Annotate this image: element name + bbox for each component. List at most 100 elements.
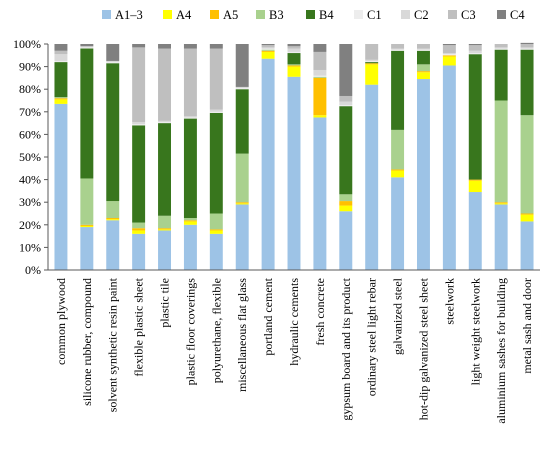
bar-segment-a4 xyxy=(132,230,146,234)
bar-segment-a4 xyxy=(235,203,249,205)
bar-segment-a1-3 xyxy=(235,204,249,270)
bar-segment-c3 xyxy=(520,44,534,48)
bar-segment-a4 xyxy=(158,229,171,231)
bar-segment-b4 xyxy=(54,62,68,98)
y-tick-label: 30% xyxy=(19,195,41,209)
bar-segment-b4 xyxy=(391,50,405,130)
bar-segment-b3 xyxy=(339,194,353,202)
bar-segment-a1-3 xyxy=(261,58,275,270)
bar-segment-b3 xyxy=(287,64,301,66)
bar-segment-c1 xyxy=(313,75,327,77)
bar-segment-c3 xyxy=(468,45,482,51)
bar-segment-c4 xyxy=(313,44,327,52)
y-tick-label: 80% xyxy=(19,82,41,96)
y-tick-label: 70% xyxy=(19,105,41,119)
bar-segment-b4 xyxy=(287,53,301,65)
bar-segment-a5 xyxy=(287,65,301,67)
x-category-label: galvanized steel xyxy=(391,277,405,355)
bar-segment-a5 xyxy=(80,224,94,226)
bar-segment-a1-3 xyxy=(442,65,456,270)
bar-segment-c1 xyxy=(158,121,171,124)
bar-segment-b4 xyxy=(209,112,223,214)
y-tick-label: 50% xyxy=(19,150,41,164)
bar-segment-c2 xyxy=(132,121,146,125)
bar-segment-b4 xyxy=(365,62,379,64)
y-tick-label: 40% xyxy=(19,173,41,187)
bar-segment-c4 xyxy=(520,42,534,44)
bar-segment-c4 xyxy=(287,44,301,47)
bar-segment-b3 xyxy=(235,153,249,203)
x-category-label: hydraulic cements xyxy=(287,278,301,366)
x-category-label: polyurethane, flexible xyxy=(209,278,223,383)
bar-segment-b4 xyxy=(158,123,171,216)
legend-label: C2 xyxy=(414,8,429,22)
bars xyxy=(54,42,534,271)
bar-segment-b4 xyxy=(80,48,94,179)
bar-segment-c3 xyxy=(365,44,379,60)
x-category-label: plastic tile xyxy=(158,278,172,328)
bar-segment-a1-3 xyxy=(183,224,197,270)
bar-segment-a1-3 xyxy=(494,204,508,270)
bar-segment-a4 xyxy=(106,219,120,221)
bar-segment-a5 xyxy=(313,77,327,116)
bar-segment-c4 xyxy=(80,44,94,47)
x-category-label: miscellaneous flat glass xyxy=(235,278,249,392)
bar-segment-c1 xyxy=(442,54,456,56)
bar-segment-c2 xyxy=(313,69,327,76)
bar-segment-c2 xyxy=(183,116,197,118)
bar-segment-c1 xyxy=(468,53,482,55)
x-category-label: steelwork xyxy=(442,278,456,325)
x-category-label: flexible plastic sheet xyxy=(132,277,146,376)
bar-segment-b3 xyxy=(391,129,405,170)
bar-segment-b4 xyxy=(106,63,120,202)
legend-swatch-c1 xyxy=(354,10,363,19)
bar-segment-a4 xyxy=(183,221,197,225)
bar-segment-c3 xyxy=(442,45,456,54)
bar-segment-a4 xyxy=(287,66,301,77)
bar-segment-a4 xyxy=(365,64,379,85)
bar-segment-c3 xyxy=(158,48,171,121)
x-category-label: ordinary steel light rebar xyxy=(365,278,379,396)
bar-segment-c1 xyxy=(520,48,534,50)
y-tick-label: 20% xyxy=(19,218,41,232)
legend-label: C1 xyxy=(367,8,382,22)
bar-segment-c4 xyxy=(261,44,275,46)
bar-segment-b3 xyxy=(158,215,171,229)
bar-segment-b3 xyxy=(183,218,197,221)
bar-segment-c1 xyxy=(80,47,94,49)
bar-segment-b3 xyxy=(520,115,534,214)
x-category-label: silicone rubber, compound xyxy=(80,278,94,406)
bar-segment-a5 xyxy=(183,220,197,222)
bar-segment-b3 xyxy=(209,213,223,230)
bar-segment-c2 xyxy=(261,47,275,49)
bar-segment-c3 xyxy=(417,44,430,49)
bar-segment-a5 xyxy=(54,98,68,100)
bar-segment-a5 xyxy=(391,169,405,171)
legend-swatch-a1-3 xyxy=(102,10,111,19)
y-tick-label: 100% xyxy=(13,37,41,51)
bar-segment-c1 xyxy=(132,124,146,126)
bar-segment-c2 xyxy=(520,47,534,49)
bar-segment-b4 xyxy=(520,49,534,116)
bar-segment-a1-3 xyxy=(54,103,68,270)
bar-segment-c2 xyxy=(494,47,508,49)
bar-segment-c1 xyxy=(391,49,405,51)
bar-segment-a5 xyxy=(339,201,353,206)
bar-segment-c2 xyxy=(106,60,120,63)
bar-segment-c1 xyxy=(54,60,68,63)
bar-segment-c2 xyxy=(391,48,405,50)
bar-segment-b4 xyxy=(235,89,249,154)
bar-segment-c3 xyxy=(132,47,146,122)
y-axis: 0% 10% 20% 30% 40% 50% 60% 70% 80% 90% 100% xyxy=(13,37,49,277)
bar-segment-c2 xyxy=(235,86,249,89)
bar-segment-c1 xyxy=(235,88,249,90)
bar-segment-a5 xyxy=(235,202,249,204)
bar-segment-b4 xyxy=(494,49,508,101)
bar-segment-b4 xyxy=(468,54,482,180)
bar-segment-a5 xyxy=(209,229,223,231)
x-category-label: portland cement xyxy=(261,277,275,355)
bar-segment-a1-3 xyxy=(80,227,94,270)
bar-segment-c2 xyxy=(468,50,482,54)
bar-segment-c1 xyxy=(494,48,508,50)
